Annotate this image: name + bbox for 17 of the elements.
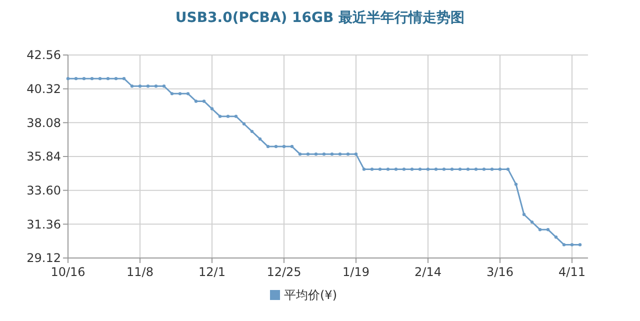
x-tick-label: 3/16 xyxy=(486,265,514,279)
x-tick-label: 12/1 xyxy=(198,265,226,279)
x-tick-label: 12/25 xyxy=(266,265,302,279)
y-tick-label: 33.60 xyxy=(26,184,61,198)
y-tick-label: 38.08 xyxy=(26,116,61,130)
y-tick-label: 40.32 xyxy=(26,82,61,96)
x-tick-label: 11/8 xyxy=(126,265,154,279)
y-tick-label: 31.36 xyxy=(26,217,61,232)
chart-title: USB3.0(PCBA) 16GB 最近半年行情走势图 xyxy=(175,9,465,26)
x-tick-label: 1/19 xyxy=(342,265,370,279)
y-tick-label: 29.12 xyxy=(26,251,61,266)
legend-label: 平均价(¥) xyxy=(284,288,337,302)
x-tick-label: 10/16 xyxy=(50,265,86,279)
x-tick-label: 4/11 xyxy=(558,265,586,279)
y-tick-label: 42.56 xyxy=(26,48,61,62)
x-tick-label: 2/14 xyxy=(414,265,442,279)
y-tick-label: 35.84 xyxy=(26,150,61,164)
